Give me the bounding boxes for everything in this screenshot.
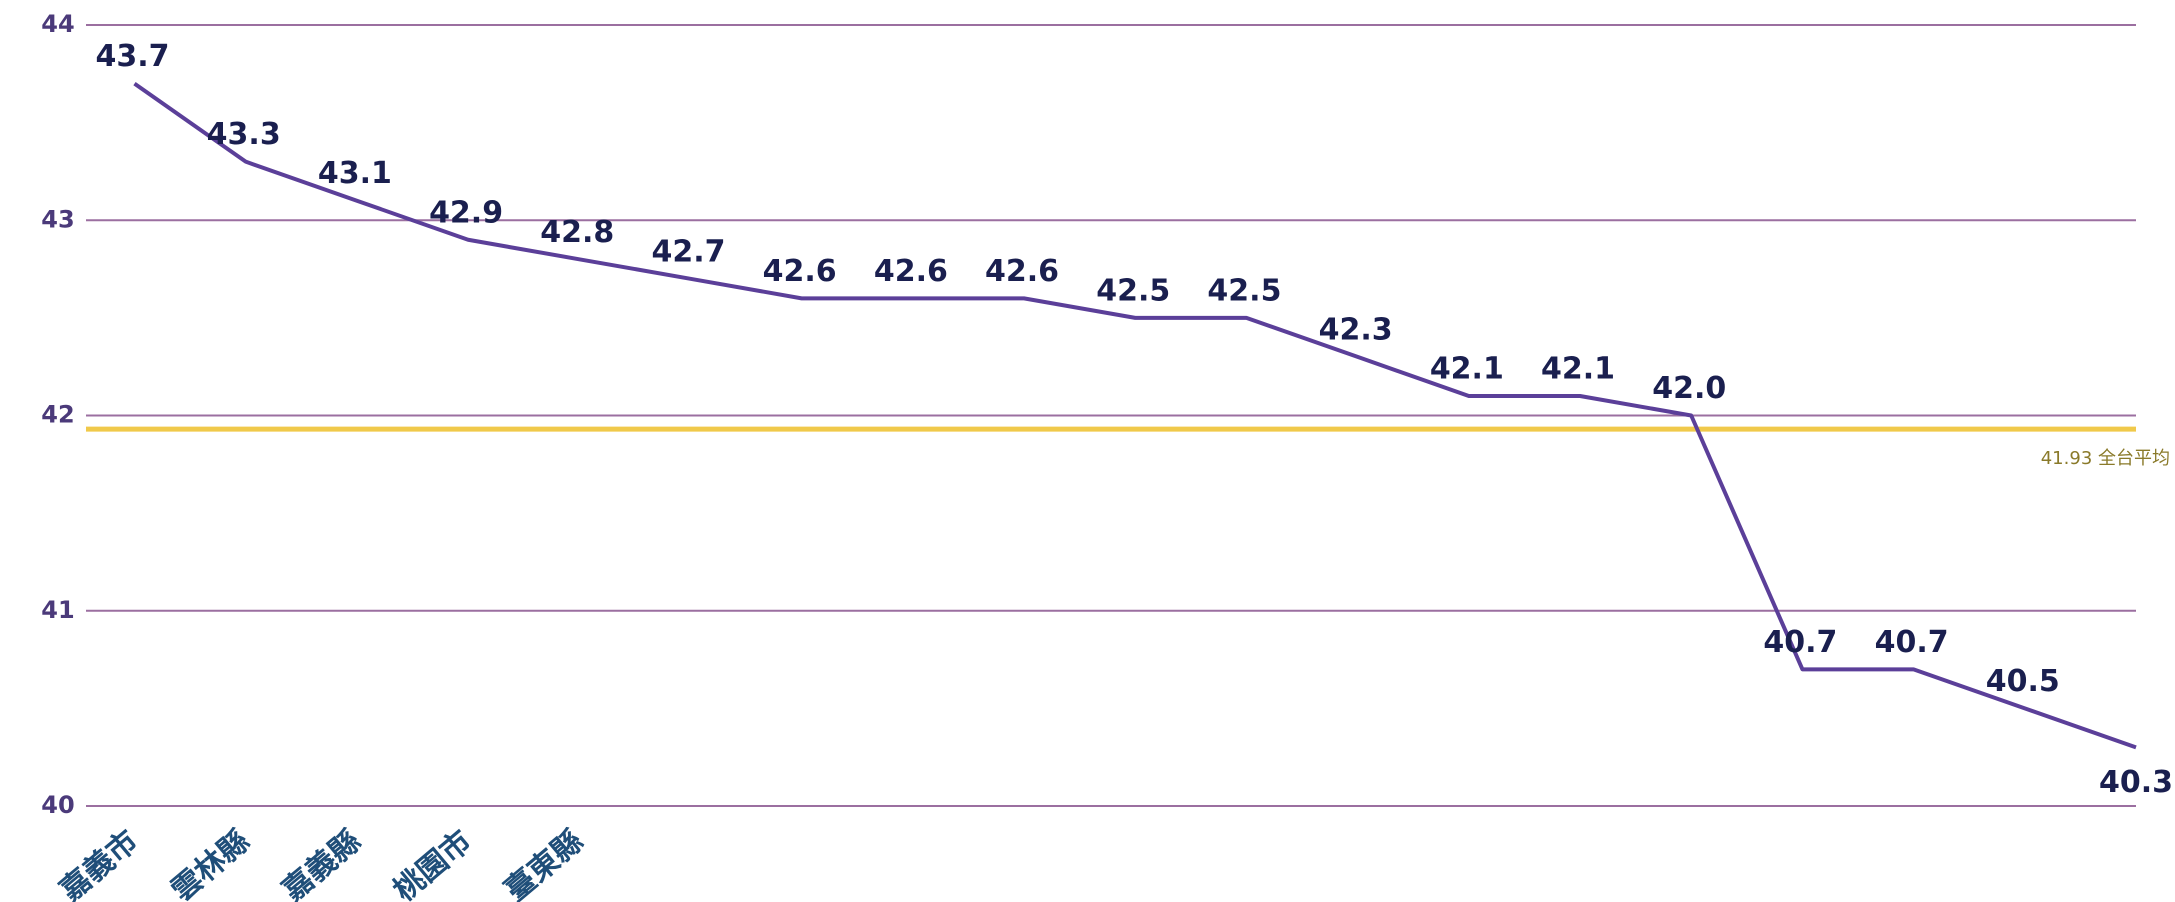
x-tick-label: 嘉義市 [54, 824, 145, 902]
data-label: 42.8 [540, 215, 614, 250]
y-tick-label: 42 [41, 401, 74, 429]
data-label: 42.0 [1652, 371, 1726, 406]
data-label: 42.5 [1096, 273, 1170, 308]
data-label: 42.3 [1319, 312, 1393, 347]
data-label: 42.6 [763, 254, 837, 289]
data-label: 43.7 [95, 39, 169, 74]
data-label: 42.1 [1430, 351, 1504, 386]
data-label: 40.7 [1875, 625, 1949, 660]
data-label: 42.6 [985, 254, 1059, 289]
data-label: 42.1 [1541, 351, 1615, 386]
x-tick-label: 桃園市 [387, 824, 478, 902]
y-tick-label: 43 [41, 205, 74, 233]
x-tick-label: 雲林縣 [165, 824, 256, 902]
y-tick-label: 44 [41, 10, 74, 38]
data-label: 43.3 [207, 117, 281, 152]
y-tick-label: 41 [41, 596, 74, 624]
y-tick-label: 40 [41, 791, 74, 819]
x-tick-label: 臺東縣 [498, 824, 589, 902]
data-label: 43.1 [318, 156, 392, 191]
line [133, 81, 2137, 750]
data-label: 42.5 [1207, 273, 1281, 308]
data-label: 42.6 [874, 254, 948, 289]
data-label: 40.3 [2099, 765, 2173, 800]
data-label: 42.9 [429, 195, 503, 230]
data-label: 40.5 [1986, 664, 2060, 699]
average-label: 41.93 全台平均 [2041, 448, 2170, 469]
data-label: 40.7 [1763, 625, 1837, 660]
data-label: 42.7 [651, 234, 725, 269]
x-tick-label: 嘉義縣 [276, 824, 367, 902]
